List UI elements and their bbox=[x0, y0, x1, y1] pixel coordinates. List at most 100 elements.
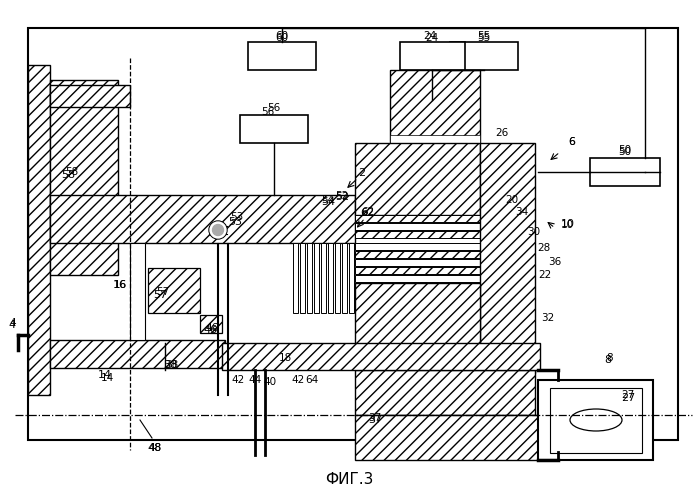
Bar bbox=[50, 85, 130, 107]
Bar bbox=[321, 243, 326, 313]
Bar bbox=[390, 70, 480, 195]
Bar bbox=[314, 243, 319, 313]
Bar bbox=[355, 370, 535, 415]
Text: 54: 54 bbox=[322, 195, 335, 205]
Bar bbox=[248, 42, 316, 70]
Bar bbox=[400, 42, 465, 70]
Bar bbox=[50, 80, 118, 275]
Bar bbox=[355, 275, 480, 282]
Bar bbox=[355, 223, 480, 230]
Text: 50: 50 bbox=[619, 147, 632, 157]
Bar bbox=[293, 243, 298, 313]
Bar bbox=[222, 343, 540, 370]
Bar bbox=[28, 65, 50, 395]
Bar bbox=[355, 267, 480, 274]
Bar bbox=[240, 115, 308, 143]
Text: 44: 44 bbox=[248, 375, 261, 385]
Text: 8: 8 bbox=[607, 353, 613, 363]
Text: 37: 37 bbox=[368, 415, 382, 425]
Text: 57: 57 bbox=[153, 290, 167, 300]
Text: 56: 56 bbox=[261, 107, 275, 117]
Text: 60: 60 bbox=[275, 31, 289, 41]
Text: 52: 52 bbox=[335, 192, 349, 202]
Text: 14: 14 bbox=[101, 373, 114, 383]
Text: 36: 36 bbox=[549, 257, 561, 267]
Bar bbox=[355, 231, 480, 238]
Bar bbox=[355, 251, 480, 258]
Text: 4: 4 bbox=[8, 320, 15, 330]
Text: 50: 50 bbox=[619, 145, 632, 155]
Bar bbox=[342, 243, 347, 313]
Circle shape bbox=[212, 224, 224, 236]
Text: 64: 64 bbox=[305, 375, 319, 385]
Text: 26: 26 bbox=[496, 128, 509, 138]
Text: 22: 22 bbox=[538, 270, 552, 280]
Bar bbox=[538, 380, 653, 460]
Text: 38: 38 bbox=[166, 360, 179, 370]
Bar bbox=[300, 243, 305, 313]
Text: 16: 16 bbox=[113, 280, 127, 290]
Bar bbox=[200, 315, 222, 333]
Text: 58: 58 bbox=[61, 170, 75, 180]
Text: 46: 46 bbox=[203, 325, 217, 335]
Text: 6: 6 bbox=[568, 137, 575, 147]
Text: 58: 58 bbox=[66, 167, 78, 177]
Text: ФИГ.3: ФИГ.3 bbox=[325, 472, 373, 488]
Bar bbox=[390, 135, 480, 143]
Bar bbox=[50, 195, 355, 243]
Text: 30: 30 bbox=[528, 227, 540, 237]
Text: 24: 24 bbox=[424, 31, 437, 41]
Text: 14: 14 bbox=[98, 370, 112, 380]
Bar bbox=[148, 268, 200, 313]
Bar bbox=[355, 243, 480, 250]
Text: 28: 28 bbox=[538, 243, 551, 253]
Bar bbox=[590, 158, 660, 186]
Text: 42: 42 bbox=[231, 375, 245, 385]
Text: 6: 6 bbox=[569, 137, 575, 147]
Bar bbox=[550, 388, 642, 453]
Bar bbox=[355, 143, 480, 215]
Text: 27: 27 bbox=[621, 390, 635, 400]
Text: 40: 40 bbox=[264, 377, 277, 387]
Text: 2: 2 bbox=[359, 168, 366, 178]
Bar bbox=[307, 243, 312, 313]
Circle shape bbox=[209, 221, 227, 239]
Text: 10: 10 bbox=[561, 219, 575, 229]
Text: 32: 32 bbox=[541, 313, 554, 323]
Bar bbox=[355, 283, 480, 370]
Text: 48: 48 bbox=[148, 443, 161, 453]
Text: 46: 46 bbox=[206, 323, 219, 333]
Text: 38: 38 bbox=[163, 360, 177, 370]
Text: 53: 53 bbox=[231, 212, 244, 222]
Circle shape bbox=[210, 222, 226, 238]
Bar bbox=[355, 259, 480, 266]
Text: 34: 34 bbox=[515, 207, 528, 217]
Text: 52: 52 bbox=[336, 191, 349, 201]
Bar bbox=[356, 243, 361, 313]
Bar bbox=[349, 243, 354, 313]
Text: 62: 62 bbox=[361, 207, 375, 217]
Text: 8: 8 bbox=[605, 355, 612, 365]
Text: 20: 20 bbox=[505, 195, 519, 205]
Text: 54: 54 bbox=[321, 197, 335, 207]
Text: 55: 55 bbox=[477, 33, 491, 43]
Bar bbox=[335, 243, 340, 313]
Text: 18: 18 bbox=[278, 353, 291, 363]
Text: 62: 62 bbox=[360, 208, 374, 218]
Text: 10: 10 bbox=[561, 220, 574, 230]
Text: 27: 27 bbox=[621, 393, 635, 403]
Bar bbox=[328, 243, 333, 313]
Text: 48: 48 bbox=[148, 443, 162, 453]
Bar bbox=[130, 243, 145, 340]
Bar bbox=[50, 340, 225, 368]
Text: 56: 56 bbox=[268, 103, 280, 113]
Text: 57: 57 bbox=[157, 287, 170, 297]
Text: 60: 60 bbox=[275, 33, 289, 43]
Bar bbox=[355, 215, 480, 222]
Text: 4: 4 bbox=[10, 318, 16, 328]
Text: 37: 37 bbox=[368, 413, 382, 423]
Text: 16: 16 bbox=[113, 280, 127, 290]
Bar bbox=[355, 415, 540, 460]
Text: 55: 55 bbox=[477, 31, 491, 41]
Text: 42: 42 bbox=[291, 375, 305, 385]
